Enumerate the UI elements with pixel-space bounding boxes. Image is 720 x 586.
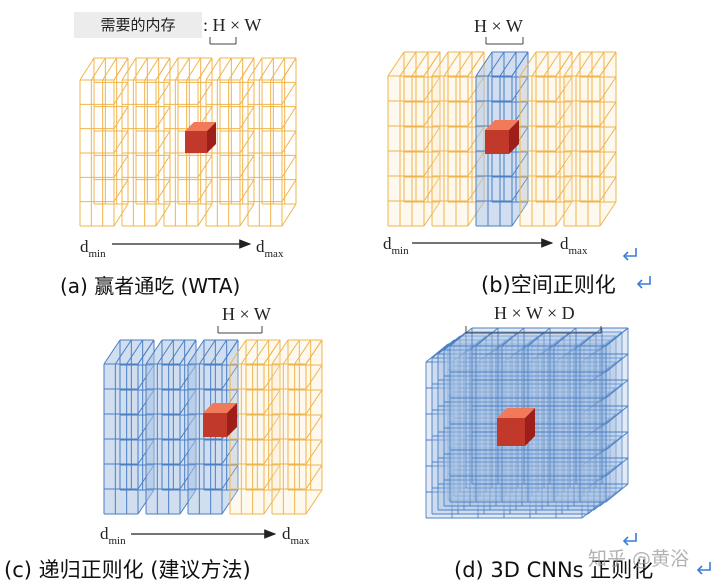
selected-cost-cube — [203, 403, 237, 437]
panel-spatial-regularization — [387, 51, 617, 227]
top-label-b: H × W — [474, 16, 523, 36]
selected-cost-cube — [185, 122, 216, 153]
volume-slab — [79, 57, 129, 227]
dmin-label-a: dmin — [80, 237, 106, 260]
memory-label: 需要的内存 — [74, 12, 202, 38]
volume-slab — [187, 339, 239, 515]
dmin-label-b: dmin — [383, 234, 409, 257]
top-label-d: H × W × D — [494, 303, 575, 323]
enter-arrow-icon — [696, 562, 711, 575]
volume-slab — [247, 57, 297, 227]
enter-arrow-icon — [636, 276, 651, 289]
dmax-label-c: dmax — [282, 524, 310, 547]
top-label-c: H × W — [222, 304, 271, 324]
volume-slab — [121, 57, 171, 227]
selected-cost-cube — [485, 120, 519, 154]
memory-suffix: : H × W — [203, 15, 262, 35]
dmax-label-b: dmax — [560, 234, 588, 257]
volume-slab — [229, 339, 281, 515]
enter-arrow-icon — [622, 248, 637, 261]
panel-recurrent-regularization — [103, 339, 323, 515]
caption-b: (b)空间正则化 — [481, 273, 616, 297]
panel-wta — [79, 57, 297, 227]
volume-slab — [271, 339, 323, 515]
enter-arrow-icon — [622, 533, 637, 546]
caption-a: (a) 赢者通吃 (WTA) — [60, 274, 240, 298]
volume-slab — [563, 51, 617, 227]
volume-slab — [449, 327, 629, 503]
caption-d: (d) 3D CNNs 正则化 — [454, 558, 653, 582]
volume-slab — [387, 51, 441, 227]
caption-c: (c) 递归正则化 (建议方法) — [4, 558, 251, 582]
selected-cost-cube — [497, 408, 535, 446]
dmin-label-c: dmin — [100, 524, 126, 547]
panel-3d-cnn — [425, 327, 629, 519]
watermark: 知乎 @黄浴 — [588, 548, 689, 570]
dmax-label-a: dmax — [256, 237, 284, 260]
